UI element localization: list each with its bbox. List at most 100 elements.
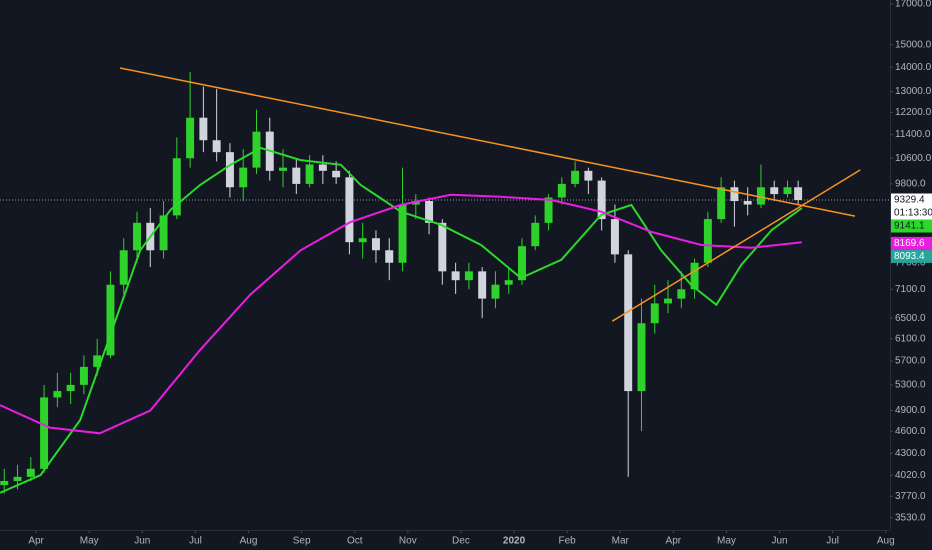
y-tick-label: 3530.0 bbox=[895, 512, 926, 523]
candle-body bbox=[172, 158, 181, 216]
candle-body bbox=[279, 167, 288, 171]
x-tick-label: Nov bbox=[399, 536, 417, 547]
candle-body bbox=[584, 170, 593, 181]
moving-average bbox=[0, 193, 802, 435]
countdown: 01:13:30 bbox=[894, 208, 932, 219]
candle-body bbox=[26, 468, 35, 477]
candle-body bbox=[504, 280, 513, 285]
y-tick-label: 10600.0 bbox=[895, 153, 932, 164]
trend-line bbox=[119, 67, 856, 217]
candle-body bbox=[13, 476, 22, 481]
y-tick-label: 5300.0 bbox=[895, 380, 926, 391]
candle-body bbox=[133, 222, 141, 251]
y-tick-label: 6500.0 bbox=[895, 313, 926, 324]
x-tick-label: 2020 bbox=[503, 536, 526, 547]
x-tick-label: Feb bbox=[559, 536, 577, 547]
candle-body bbox=[650, 303, 659, 324]
candle-body bbox=[717, 187, 726, 220]
price-label: 9329.4 bbox=[894, 195, 925, 206]
candle-body bbox=[159, 215, 168, 251]
x-tick-label: Oct bbox=[347, 536, 363, 547]
candle-body bbox=[743, 201, 752, 205]
y-tick-label: 4020.0 bbox=[895, 470, 926, 481]
price-label-box bbox=[891, 193, 932, 207]
price-label: 8169.6 bbox=[894, 238, 925, 249]
candle-body bbox=[518, 246, 526, 281]
y-tick-label: 17000.0 bbox=[895, 0, 932, 9]
candle-body bbox=[464, 271, 473, 281]
candle-body bbox=[571, 170, 580, 184]
y-tick-label: 6100.0 bbox=[895, 334, 926, 345]
y-tick-label: 9800.0 bbox=[895, 179, 926, 190]
candle-body bbox=[79, 366, 88, 385]
candle-body bbox=[239, 167, 248, 188]
candle-body bbox=[345, 177, 354, 243]
candle-body bbox=[690, 262, 699, 290]
y-tick-label: 4600.0 bbox=[895, 426, 926, 437]
candle-body bbox=[318, 164, 327, 171]
x-tick-label: Apr bbox=[666, 536, 682, 547]
x-tick-label: May bbox=[717, 536, 736, 547]
candle-body bbox=[0, 480, 9, 486]
candle-body bbox=[664, 298, 673, 304]
x-tick-label: Apr bbox=[28, 536, 44, 547]
countdown-box bbox=[891, 206, 932, 220]
candle-body bbox=[438, 222, 447, 272]
y-tick-label: 14000.0 bbox=[895, 62, 932, 73]
y-tick-label: 5700.0 bbox=[895, 356, 926, 367]
candle-body bbox=[225, 152, 234, 188]
candle-body bbox=[332, 170, 341, 178]
y-tick-label: 11400.0 bbox=[895, 129, 931, 140]
price-label: 9141.1 bbox=[894, 221, 925, 232]
candle-body bbox=[398, 204, 407, 263]
candle-body bbox=[93, 355, 102, 367]
moving-average bbox=[0, 146, 803, 494]
candle-body bbox=[385, 250, 394, 263]
candle-body bbox=[597, 180, 606, 220]
candle-body bbox=[677, 289, 686, 299]
candle-body bbox=[186, 117, 195, 159]
candle-body bbox=[491, 284, 500, 299]
candle-body bbox=[53, 391, 62, 398]
candle-body bbox=[610, 219, 619, 255]
y-tick-label: 12200.0 bbox=[895, 107, 932, 118]
candle-body bbox=[637, 323, 646, 392]
candle-body bbox=[544, 197, 553, 223]
x-tick-label: Jun bbox=[771, 536, 787, 547]
x-tick-label: May bbox=[80, 536, 99, 547]
x-tick-label: Mar bbox=[612, 536, 630, 547]
y-tick-label: 4300.0 bbox=[895, 448, 926, 459]
candle-body bbox=[703, 219, 712, 263]
x-tick-label: Jul bbox=[189, 536, 202, 547]
candle-body bbox=[730, 187, 739, 202]
y-tick-label: 15000.0 bbox=[895, 39, 932, 50]
candle-body bbox=[199, 117, 208, 141]
candle-body bbox=[783, 187, 792, 195]
y-tick-label: 3770.0 bbox=[895, 491, 926, 502]
price-label-box bbox=[891, 236, 932, 250]
candle-body bbox=[478, 271, 487, 299]
y-tick-label: 4900.0 bbox=[895, 405, 926, 416]
candle-body bbox=[40, 397, 49, 469]
candle-body bbox=[425, 201, 434, 223]
candle-body bbox=[119, 250, 128, 285]
x-tick-label: Jul bbox=[826, 536, 839, 547]
candle-body bbox=[531, 222, 540, 247]
candle-body bbox=[106, 284, 115, 356]
candle-body bbox=[794, 187, 803, 200]
x-tick-label: Aug bbox=[877, 536, 895, 547]
x-tick-label: Aug bbox=[240, 536, 258, 547]
y-tick-label: 13000.0 bbox=[895, 86, 932, 97]
price-label-box bbox=[891, 249, 932, 263]
candle-body bbox=[557, 183, 566, 198]
candle-body bbox=[371, 238, 380, 251]
candle-body bbox=[770, 187, 779, 195]
candle-body bbox=[292, 167, 301, 184]
candle-body bbox=[212, 140, 221, 153]
x-tick-label: Jun bbox=[134, 536, 150, 547]
candle-body bbox=[451, 271, 460, 281]
candle-body bbox=[358, 238, 367, 243]
candle-body bbox=[756, 187, 765, 205]
